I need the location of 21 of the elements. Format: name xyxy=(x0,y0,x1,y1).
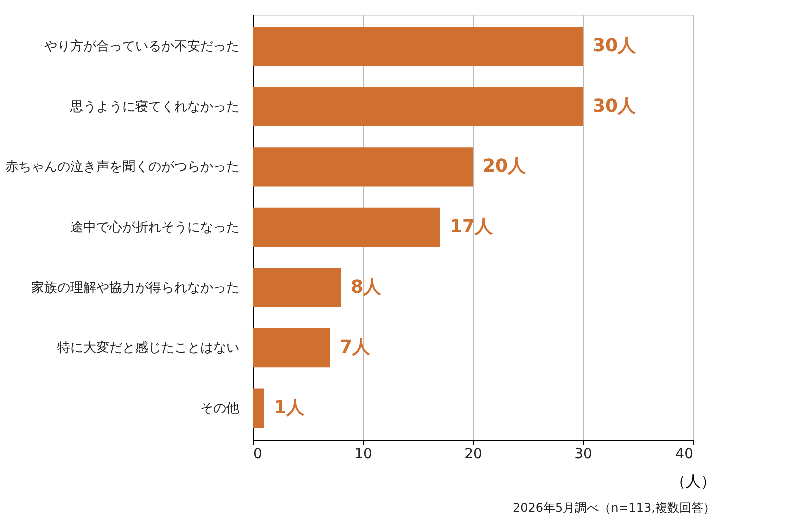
y-tick-label: 途中で心が折れそうになった xyxy=(70,220,240,236)
x-tick-label: 20 xyxy=(464,446,482,462)
data-label: 8人 xyxy=(351,276,383,298)
x-tick-label: 0 xyxy=(254,446,262,462)
data-label: 17人 xyxy=(450,216,494,238)
x-tick-label: 10 xyxy=(354,446,372,462)
x-tick-label: 30 xyxy=(574,446,592,462)
y-tick-label: やり方が合っているか不安だった xyxy=(44,38,240,55)
y-tick-label: 思うように寝てくれなかった xyxy=(70,100,240,115)
x-tick-label: 40 xyxy=(676,446,694,462)
data-label: 20人 xyxy=(483,156,528,178)
data-label: 1人 xyxy=(274,397,306,418)
data-label: 7人 xyxy=(340,337,372,358)
text: 2026年5月調べ（n=113,複数回答） xyxy=(512,501,716,515)
data-label: 30人 xyxy=(593,96,638,117)
y-tick-label: 家族の理解や協力が得られなかった xyxy=(32,280,240,296)
data-label: 30人 xyxy=(593,36,638,57)
x-axis-title: （人） xyxy=(671,472,716,490)
y-tick-label: 特に大変だと感じたことはない xyxy=(58,340,240,356)
y-tick-label: 赤ちゃんの泣き声を聞くのがつらかった xyxy=(6,160,240,176)
y-tick-label: その他 xyxy=(200,401,240,416)
